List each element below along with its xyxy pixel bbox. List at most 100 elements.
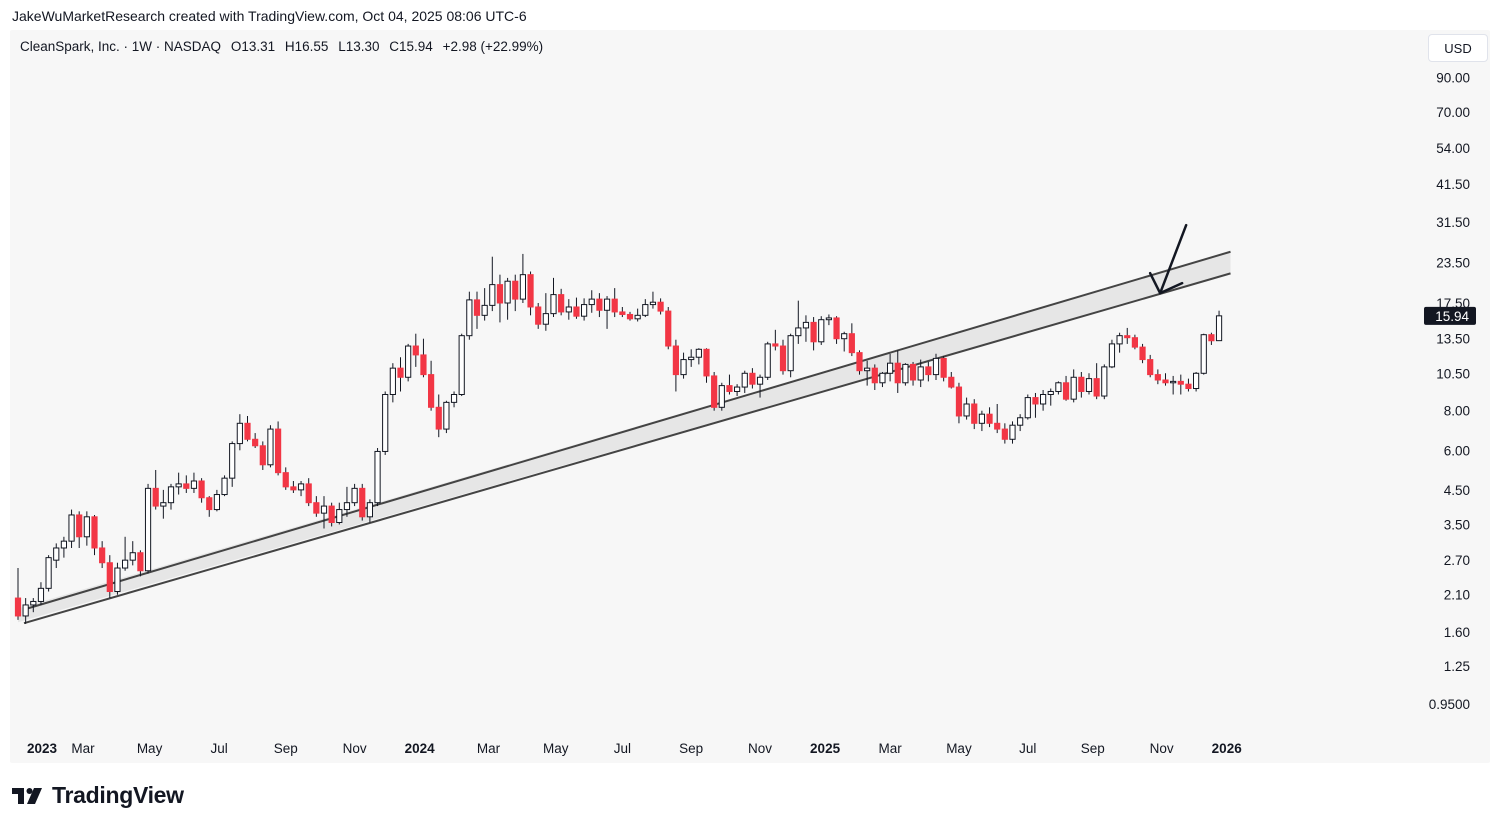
legend-change: +2.98 (+22.99%) xyxy=(442,39,544,54)
time-tick-label: 2025 xyxy=(810,741,841,756)
candle xyxy=(871,364,878,390)
candle-body xyxy=(290,486,297,491)
annotation-layer xyxy=(1148,223,1188,295)
tradingview-logo[interactable]: TradingView xyxy=(12,782,184,809)
candle xyxy=(1162,373,1169,386)
candle xyxy=(1124,327,1131,344)
candle xyxy=(91,514,98,556)
price-tick-label: 4.50 xyxy=(1444,483,1470,498)
candle-body xyxy=(711,375,718,408)
time-tick-label: Jul xyxy=(1019,741,1036,756)
candle xyxy=(1131,334,1139,350)
candle-body xyxy=(1062,382,1070,400)
candle xyxy=(787,333,794,378)
candle xyxy=(779,339,787,375)
candle-body xyxy=(871,367,878,384)
candle xyxy=(550,277,557,318)
candle-body xyxy=(963,403,970,417)
price-tick-label: 41.50 xyxy=(1436,177,1470,192)
candle-body xyxy=(1170,380,1177,384)
candle xyxy=(848,323,855,357)
candle-body xyxy=(167,486,175,504)
candle-body xyxy=(749,372,756,385)
candle xyxy=(1139,343,1146,364)
candle xyxy=(596,293,603,318)
candle xyxy=(558,288,565,316)
candle-body xyxy=(1162,379,1169,384)
candle xyxy=(1040,389,1047,411)
candle xyxy=(680,352,687,379)
candle xyxy=(37,582,45,605)
time-tick-label: Jul xyxy=(211,741,228,756)
candle xyxy=(703,348,710,383)
candle-body xyxy=(902,363,909,384)
candle-body xyxy=(688,356,695,361)
candle xyxy=(106,555,113,599)
candle xyxy=(267,425,274,468)
candle-body xyxy=(144,487,152,572)
candle-body xyxy=(221,477,228,496)
candle xyxy=(917,359,924,388)
candle-body xyxy=(1078,376,1085,392)
candle-body xyxy=(596,298,603,311)
currency-button[interactable]: USD xyxy=(1428,34,1488,62)
time-tick-label: 2026 xyxy=(1212,741,1243,756)
candle-body xyxy=(1215,315,1223,342)
price-tick-label: 2.70 xyxy=(1444,553,1470,568)
candle xyxy=(527,271,534,316)
candle-body xyxy=(83,516,90,538)
candle xyxy=(53,543,60,569)
candle xyxy=(1017,414,1024,432)
candle xyxy=(114,562,121,595)
candle xyxy=(83,511,90,546)
price-tick-label: 6.00 xyxy=(1444,443,1470,458)
candle xyxy=(496,274,504,323)
candle-body xyxy=(565,306,572,313)
candle-body xyxy=(833,317,840,340)
candle xyxy=(1001,423,1008,444)
candle xyxy=(297,480,305,497)
candle xyxy=(236,414,243,451)
candle-body xyxy=(14,597,22,617)
candle xyxy=(657,298,664,315)
candle xyxy=(909,361,917,386)
candle xyxy=(894,350,901,393)
candle-body xyxy=(1032,397,1039,405)
candle-body xyxy=(917,366,924,381)
candle-body xyxy=(581,304,588,317)
candle xyxy=(772,329,779,351)
candle xyxy=(466,291,473,340)
price-tick-label: 8.00 xyxy=(1444,404,1470,419)
candle xyxy=(519,253,526,303)
candle xyxy=(473,291,481,329)
time-tick-label: Mar xyxy=(477,741,501,756)
candle-body xyxy=(1017,417,1024,426)
candle-body xyxy=(412,345,419,356)
price-axis: 90.0070.0054.0041.5031.5023.5017.5013.50… xyxy=(1424,71,1476,712)
candle-body xyxy=(60,540,67,549)
candle-body xyxy=(550,294,557,315)
legend-open: O13.31 xyxy=(230,39,276,54)
candle-body xyxy=(825,317,832,321)
candle xyxy=(1062,375,1070,401)
candle-body xyxy=(473,299,481,316)
candle-body xyxy=(1009,424,1016,440)
candle-body xyxy=(68,514,75,542)
candle xyxy=(1200,333,1207,375)
candle xyxy=(275,421,282,476)
price-tick-label: 90.00 xyxy=(1436,71,1470,86)
candle xyxy=(535,302,542,329)
candle-body xyxy=(626,313,634,320)
candle xyxy=(389,363,396,403)
candle xyxy=(856,350,863,375)
candle-body xyxy=(672,345,679,376)
candle xyxy=(397,357,404,392)
legend-high: H16.55 xyxy=(284,39,329,54)
candle-body xyxy=(756,376,764,385)
candle-body xyxy=(1124,335,1131,339)
candle xyxy=(160,489,167,519)
time-tick-label: Mar xyxy=(878,741,902,756)
candle xyxy=(1215,310,1223,342)
candle-body xyxy=(30,600,37,606)
